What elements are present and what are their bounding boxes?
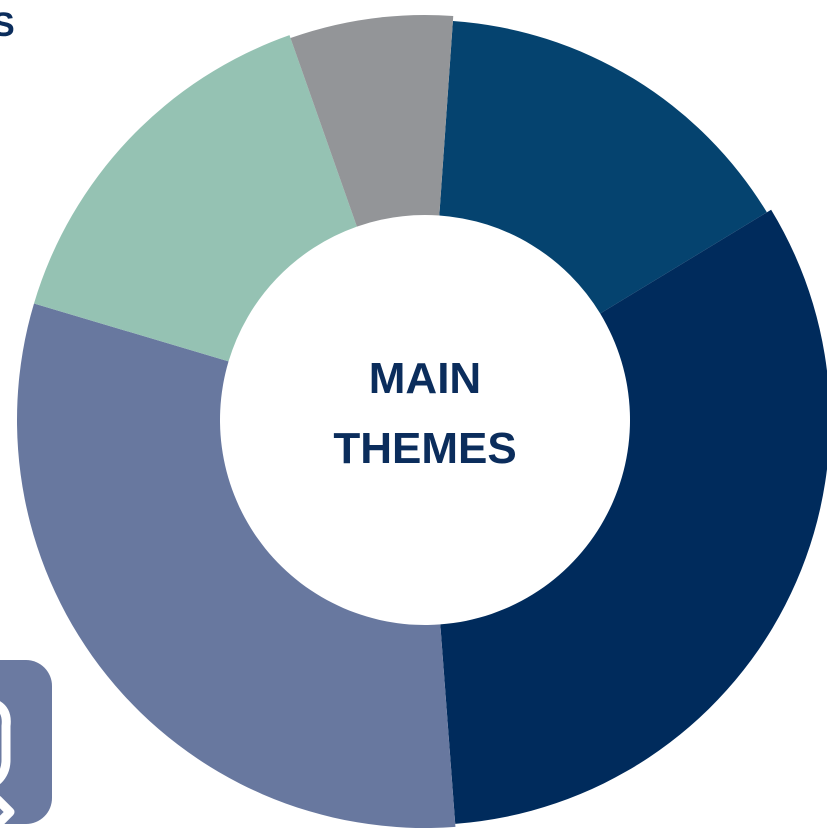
donut-slice-3 — [16, 303, 456, 829]
center-label-line-2: THEMES — [333, 424, 516, 473]
partial-heading-text: S — [0, 6, 15, 44]
wrench-icon — [0, 701, 15, 829]
center-label-line-1: MAIN — [369, 354, 481, 403]
donut-slice-4 — [34, 35, 357, 362]
donut-slice-2 — [440, 209, 827, 824]
category-badge — [0, 660, 52, 829]
donut-slice-1 — [439, 20, 767, 314]
donut-slice-5 — [290, 14, 454, 227]
